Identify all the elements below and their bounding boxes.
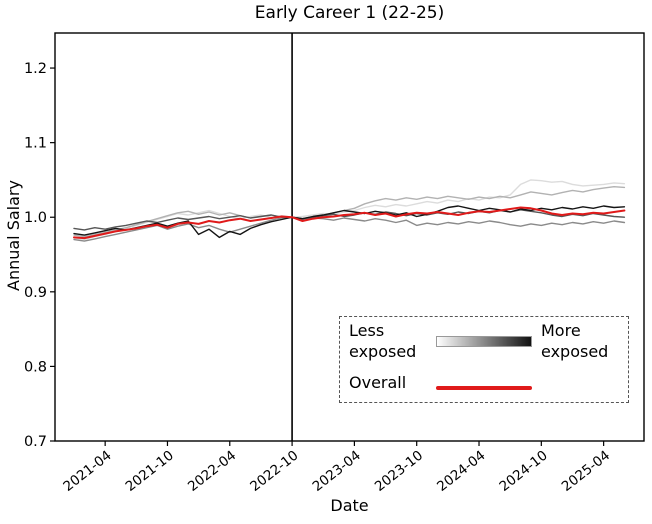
legend: Less exposed More exposed Overall: [339, 316, 629, 403]
x-tick-label: 2022-04: [185, 448, 239, 495]
y-tick-label: 0.7: [24, 434, 47, 450]
legend-overall-label: Overall: [349, 373, 407, 392]
y-tick-label: 1.0: [24, 210, 47, 226]
y-tick-label: 1.2: [24, 61, 47, 77]
x-tick-label: 2024-10: [496, 448, 550, 495]
legend-more-exposed-label: More exposed: [541, 321, 609, 361]
x-tick-label: 2021-04: [60, 448, 114, 495]
y-tick-label: 1.1: [24, 136, 47, 152]
y-tick-label: 0.9: [24, 285, 47, 301]
x-tick-label: 2024-04: [434, 448, 488, 495]
x-tick-label: 2022-10: [247, 448, 301, 495]
axes-frame: [54, 32, 645, 442]
x-tick-label: 2025-04: [559, 448, 613, 495]
series-line-exposure-q2: [73, 185, 626, 238]
x-tick-label: 2023-10: [372, 448, 426, 495]
x-tick-label: 2021-10: [123, 448, 177, 495]
legend-overall-line-swatch: [436, 386, 532, 390]
x-tick-label: 2023-04: [310, 448, 364, 495]
exposure-gradient-bar: [436, 336, 532, 347]
chart-title: Early Career 1 (22-25): [254, 3, 445, 23]
series-line-exposure-q5-most-exposed: [73, 205, 626, 239]
x-axis-label: Date: [330, 496, 369, 515]
y-tick-label: 0.8: [24, 359, 47, 375]
series-line-exposure-q4: [73, 209, 626, 231]
series-line-overall: [73, 206, 626, 240]
series-line-exposure-q3: [73, 216, 626, 242]
legend-less-exposed-label: Less exposed: [349, 321, 417, 361]
